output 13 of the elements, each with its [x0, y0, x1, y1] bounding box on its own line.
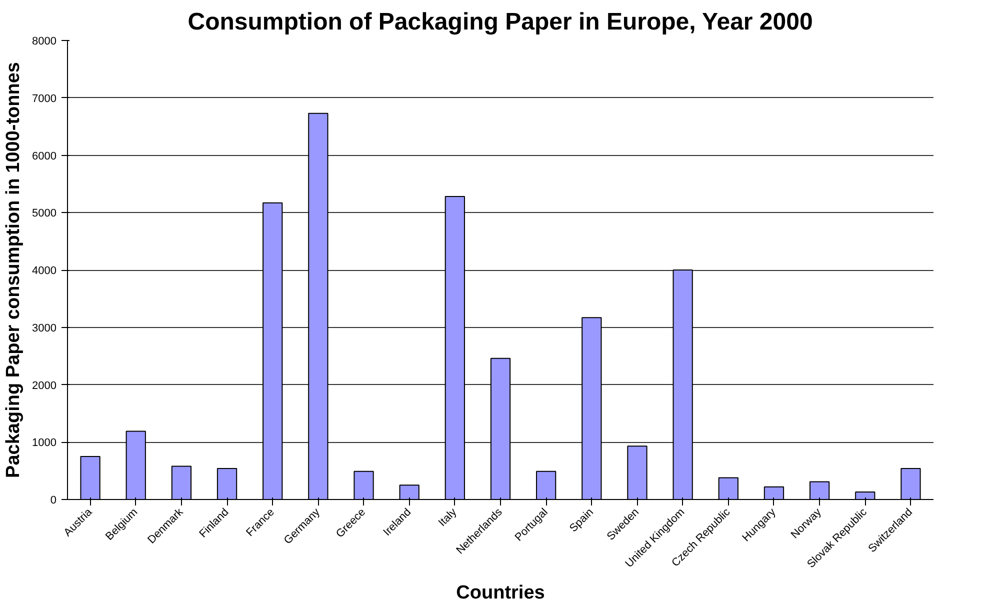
y-tick-label: 7000: [32, 92, 57, 105]
y-axis-title: Packaging Paper consumption in 1000-tonnes: [3, 62, 24, 478]
y-tick-label: 8000: [32, 36, 57, 48]
y-tick-label: 3000: [32, 322, 57, 334]
y-tick-label: 1000: [32, 437, 57, 450]
chart-title: Consumption of Packaging Paper in Europe, Year 2000: [188, 8, 813, 36]
y-tick-label: 0: [50, 494, 57, 506]
x-tick-label: Italy: [436, 506, 460, 530]
y-tick-label: 6000: [32, 150, 57, 162]
x-axis-title: Countries: [456, 582, 545, 604]
y-tick-label: 5000: [32, 208, 57, 220]
y-tick-label: 4000: [32, 265, 57, 277]
y-tick-label: 2000: [32, 380, 57, 392]
